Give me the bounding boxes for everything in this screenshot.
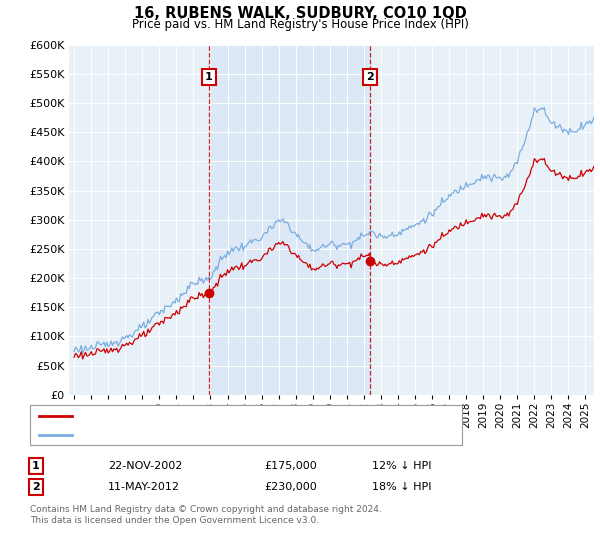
Text: HPI: Average price, detached house, Babergh: HPI: Average price, detached house, Babe…: [78, 430, 315, 440]
Text: 16, RUBENS WALK, SUDBURY, CO10 1QD (detached house): 16, RUBENS WALK, SUDBURY, CO10 1QD (deta…: [78, 411, 386, 421]
Text: Contains HM Land Registry data © Crown copyright and database right 2024.
This d: Contains HM Land Registry data © Crown c…: [30, 505, 382, 525]
Text: 2: 2: [367, 72, 374, 82]
Text: £175,000: £175,000: [264, 461, 317, 471]
Bar: [209, 45, 370, 395]
Text: 12% ↓ HPI: 12% ↓ HPI: [372, 461, 431, 471]
Text: 2: 2: [32, 482, 40, 492]
Text: 16, RUBENS WALK, SUDBURY, CO10 1QD: 16, RUBENS WALK, SUDBURY, CO10 1QD: [134, 6, 466, 21]
Text: £230,000: £230,000: [264, 482, 317, 492]
Text: 1: 1: [32, 461, 40, 471]
Text: 18% ↓ HPI: 18% ↓ HPI: [372, 482, 431, 492]
Text: 1: 1: [205, 72, 212, 82]
Text: 11-MAY-2012: 11-MAY-2012: [108, 482, 180, 492]
Text: Price paid vs. HM Land Registry's House Price Index (HPI): Price paid vs. HM Land Registry's House …: [131, 18, 469, 31]
Text: 22-NOV-2002: 22-NOV-2002: [108, 461, 182, 471]
